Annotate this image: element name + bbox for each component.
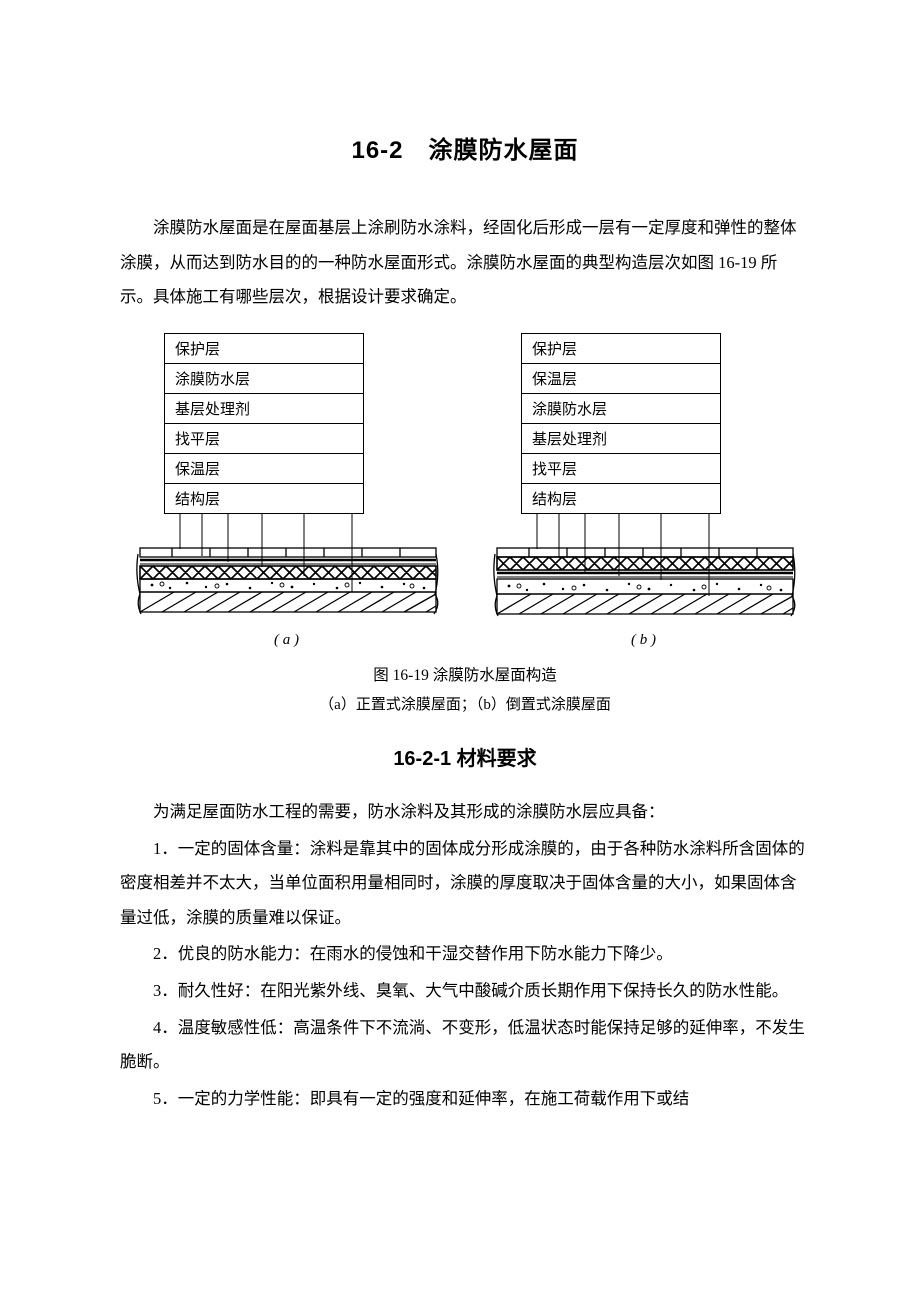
page: 16-2 涂膜防水屋面 涂膜防水屋面是在屋面基层上涂刷防水涂料，经固化后形成一层…	[0, 0, 920, 1159]
layer-b-0: 保护层	[522, 334, 720, 364]
figure-b: 保护层 保温层 涂膜防水层 基层处理剂 找平层 结构层	[483, 333, 804, 649]
cross-section-a	[132, 514, 442, 626]
layer-table-b: 保护层 保温层 涂膜防水层 基层处理剂 找平层 结构层	[521, 333, 721, 514]
layer-a-3: 找平层	[165, 424, 363, 454]
body-lead: 为满足屋面防水工程的需要，防水涂料及其形成的涂膜防水层应具备：	[120, 795, 810, 830]
layer-a-2: 基层处理剂	[165, 394, 363, 424]
figure-number: 图 16-19	[373, 667, 429, 684]
layer-a-0: 保护层	[165, 334, 363, 364]
section-title: 16-2 涂膜防水屋面	[120, 130, 810, 165]
layer-b-1: 保温层	[522, 364, 720, 394]
layer-table-a: 保护层 涂膜防水层 基层处理剂 找平层 保温层 结构层	[164, 333, 364, 514]
subsection-title: 16-2-1 材料要求	[120, 742, 810, 771]
layer-b-3: 基层处理剂	[522, 424, 720, 454]
layer-a-4: 保温层	[165, 454, 363, 484]
intro-paragraph: 涂膜防水屋面是在屋面基层上涂刷防水涂料，经固化后形成一层有一定厚度和弹性的整体涂…	[120, 211, 810, 315]
figure-b-label: ( b )	[483, 632, 804, 649]
figure-title: 涂膜防水屋面构造	[433, 667, 557, 684]
figure-subcaption: （a）正置式涂膜屋面；（b）倒置式涂膜屋面	[120, 693, 810, 714]
layer-b-4: 找平层	[522, 454, 720, 484]
item-2: 2．优良的防水能力：在雨水的侵蚀和干湿交替作用下防水能力下降少。	[120, 937, 810, 972]
figure-a-label: ( a )	[126, 632, 447, 649]
layer-b-2: 涂膜防水层	[522, 394, 720, 424]
item-5: 5．一定的力学性能：即具有一定的强度和延伸率，在施工荷载作用下或结	[120, 1082, 810, 1117]
layer-a-5: 结构层	[165, 484, 363, 513]
figure-a: 保护层 涂膜防水层 基层处理剂 找平层 保温层 结构层	[126, 333, 447, 649]
cross-section-b	[489, 514, 799, 626]
layer-b-5: 结构层	[522, 484, 720, 513]
item-3: 3．耐久性好：在阳光紫外线、臭氧、大气中酸碱介质长期作用下保持长久的防水性能。	[120, 974, 810, 1009]
item-4: 4．温度敏感性低：高温条件下不流淌、不变形，低温状态时能保持足够的延伸率，不发生…	[120, 1011, 810, 1080]
layer-a-1: 涂膜防水层	[165, 364, 363, 394]
item-1: 1．一定的固体含量：涂料是靠其中的固体成分形成涂膜的，由于各种防水涂料所含固体的…	[120, 832, 810, 936]
figure-caption: 图 16-19 涂膜防水屋面构造	[120, 663, 810, 685]
figure-16-19: 保护层 涂膜防水层 基层处理剂 找平层 保温层 结构层	[120, 333, 810, 649]
